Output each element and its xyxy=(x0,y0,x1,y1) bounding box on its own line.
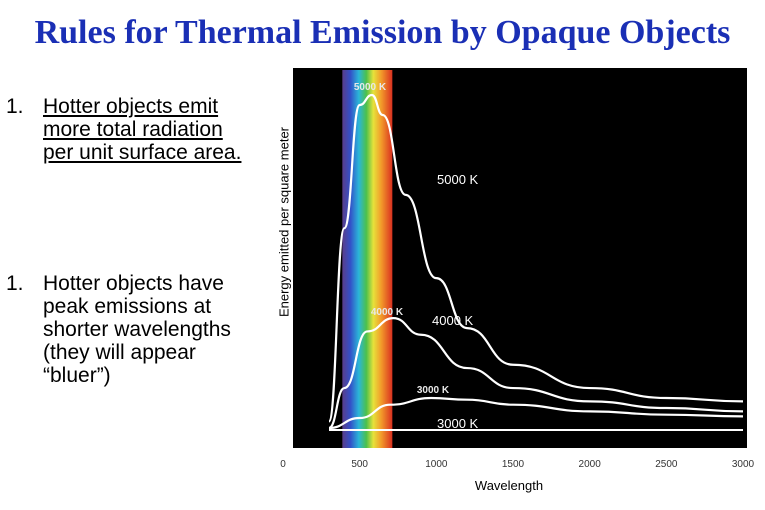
rule-2-number: 1. xyxy=(6,272,24,295)
curve-3000k xyxy=(328,396,744,430)
x-axis-label: Wavelength xyxy=(475,478,543,493)
x-ticks-layer: 0 500 1000 1500 2000 2500 3000 xyxy=(280,459,754,470)
x-tick-label: 1000 xyxy=(425,459,448,470)
rule-1-text: Hotter objects emit more total radiation… xyxy=(43,95,242,164)
peak-label-5000k: 5000 K xyxy=(354,82,387,93)
curves-layer xyxy=(327,93,744,431)
x-tick-label: 2500 xyxy=(655,459,678,470)
peak-label-3000k: 3000 K xyxy=(417,385,450,396)
outer-labels-layer: 5000 K 4000 K 3000 K xyxy=(432,172,479,431)
rule-1-number: 1. xyxy=(6,95,24,118)
annotation-3000k: 3000 K xyxy=(437,416,479,431)
x-axis-strip xyxy=(268,448,765,478)
x-tick-label: 1500 xyxy=(502,459,525,470)
rule-1: 1. Hotter objects emit more total radiat… xyxy=(6,95,268,167)
x-tick-label: 500 xyxy=(351,459,368,470)
page-title: Rules for Thermal Emission by Opaque Obj… xyxy=(34,14,731,51)
rule-2-text: Hotter objects have peak emissions at sh… xyxy=(43,272,231,387)
x-tick-label: 3000 xyxy=(732,459,755,470)
peak-label-4000k: 4000 K xyxy=(371,307,404,318)
curve-4000k xyxy=(328,317,744,430)
x-tick-label: 0 xyxy=(280,459,286,470)
rule-2: 1. Hotter objects have peak emissions at… xyxy=(6,272,268,412)
annotation-5000k: 5000 K xyxy=(437,172,479,187)
visible-spectrum-band xyxy=(342,70,393,448)
curve-5000k xyxy=(327,93,744,423)
x-tick-label: 2000 xyxy=(579,459,602,470)
inner-labels-layer: 5000 K 4000 K 3000 K xyxy=(354,82,450,396)
annotation-4000k: 4000 K xyxy=(432,313,474,328)
